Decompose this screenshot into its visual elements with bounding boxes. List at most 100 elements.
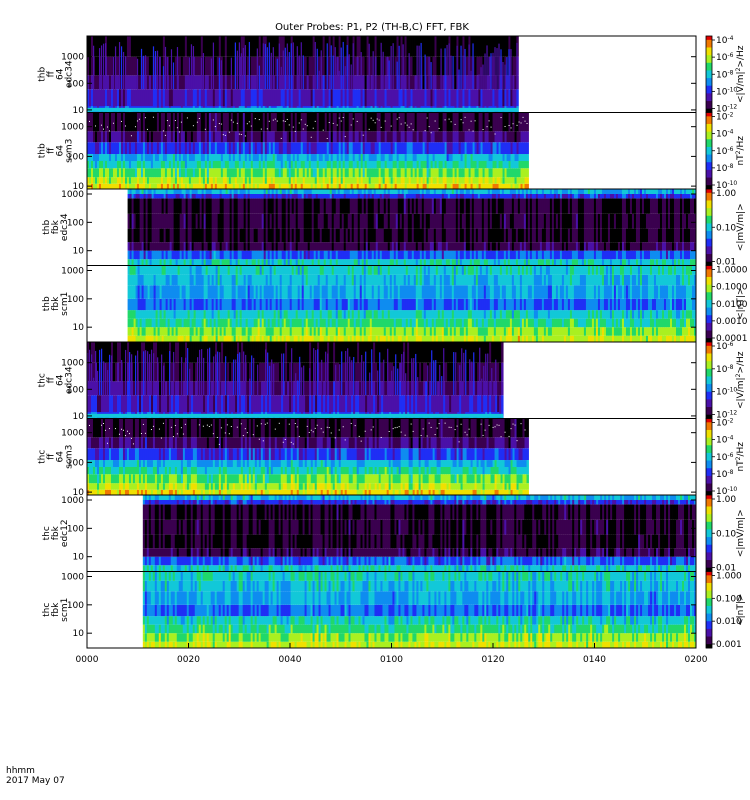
colorbar-segment [706,332,712,335]
colorbar-tick-label: 0.0001 [716,334,748,344]
colorbar-segment [706,628,712,632]
colorbar-segment [706,517,712,521]
colorbar-tick-label: 0.001 [716,640,742,650]
colorbar-segment [706,343,712,347]
colorbar-segment [706,292,712,295]
colorbar-tick-label: 1.00 [716,189,736,199]
ylabel-line: thc [42,526,52,540]
colorbar-segment [706,607,712,611]
colorbar-segment [706,510,712,513]
colorbar-segment [706,217,712,220]
colorbar-segment [706,276,712,280]
colorbar-segment [706,602,712,605]
colorbar-segment [706,169,712,173]
y-tick-label: 1000 [61,429,84,439]
colorbar-segment [706,435,712,439]
colorbar-segment [706,506,712,509]
colorbar-segment [706,462,712,465]
spectrogram-image [142,571,696,648]
chart-title: Outer Probes: P1, P2 (TH-B,C) FFT, FBK [275,22,469,33]
colorbar-segment [706,447,712,450]
colorbar-segment [706,171,712,175]
y-tick-label: 1000 [61,359,84,369]
colorbar-segment [706,78,712,81]
ylabel-line: thc [38,373,48,387]
colorbar-segment [706,213,712,217]
ylabel-line: thc [42,603,52,617]
colorbar-segment [706,101,712,104]
colorbar-tick-label: 10-10 [716,86,737,97]
colorbar-segment [706,200,712,203]
colorbar-segment [706,422,712,425]
colorbar-segment [706,385,712,389]
colorbar-segment [706,143,712,146]
colorbar-tick-label: 10-6 [716,146,734,157]
colorbar-segment [706,89,712,92]
colorbar-segment [706,493,712,496]
colorbar-tick-label: 0.0010 [716,317,748,327]
colorbar-segment [706,391,712,395]
colorbar-segment [706,473,712,477]
y-tick-label: 100 [67,295,84,305]
colorbar-segment [706,613,712,616]
spectrogram-image [127,189,696,266]
y-tick-label: 1000 [61,496,84,506]
colorbar-segment [706,284,712,287]
colorbar-segment [706,173,712,177]
spectrogram-image [127,265,696,342]
colorbar-segment [706,36,712,39]
colorbar-segment [706,106,712,110]
x-tick-label: 0200 [685,655,708,665]
colorbar-segment [706,512,712,515]
colorbar-segment [706,376,712,379]
colorbar-segment [706,347,712,351]
colorbar-segment [706,487,712,490]
colorbar-segment [706,351,712,354]
colorbar-segment [706,516,712,519]
colorbar-segment [706,301,712,305]
colorbar-segment [706,181,712,184]
colorbar-segment [706,523,712,526]
colorbar-segment [706,97,712,100]
colorbar-tick-label: 0.01 [716,258,736,268]
colorbar-segment [706,361,712,364]
panel-thc-ff-e: 1000 100 10 thc ff 64 edc34 10-6 10-8 10-10 10-12<… [38,341,747,422]
colorbar-segment [706,146,712,150]
colorbar-segment [706,558,712,561]
colorbar-segment [706,311,712,314]
colorbar-segment [706,154,712,157]
colorbar-segment [706,261,712,264]
colorbar-segment [706,198,712,201]
colorbar-segment [706,263,712,266]
colorbar-segment [706,74,712,77]
colorbar-segment [706,426,712,429]
colorbar-segment [706,229,712,232]
colorbar-segment [706,498,712,502]
colorbar-segment [706,372,712,375]
colorbar-segment [706,565,712,569]
colorbar-segment [706,66,712,69]
colorbar-segment [706,208,712,211]
colorbar-segment [706,609,712,613]
colorbar-label: <|mV/m|> [736,203,746,251]
colorbar-segment [706,575,712,578]
colorbar-segment [706,477,712,481]
panel-thb-ff-e: 1000 100 10 thb ff 64 edc34 10-4 10-6 10-8 10-10 10… [38,35,747,116]
colorbar-label: <|mV/m|> [736,509,746,557]
colorbar-segment [706,584,712,588]
colorbar-tick-label: 10-4 [716,129,734,140]
colorbar-segment [706,408,712,412]
colorbar-segment [706,215,712,219]
colorbar-segment [706,460,712,463]
colorbar-segment [706,366,712,370]
colorbar-segment [706,70,712,73]
colorbar-segment [706,638,712,641]
colorbar-segment [706,560,712,563]
colorbar-segment [706,137,712,140]
colorbar-segment [706,250,712,253]
colorbar-segment [706,397,712,400]
colorbar-segment [706,317,712,320]
colorbar-segment [706,299,712,303]
colorbar-tick-label: 0.10 [716,529,736,539]
colorbar-segment [706,481,712,484]
